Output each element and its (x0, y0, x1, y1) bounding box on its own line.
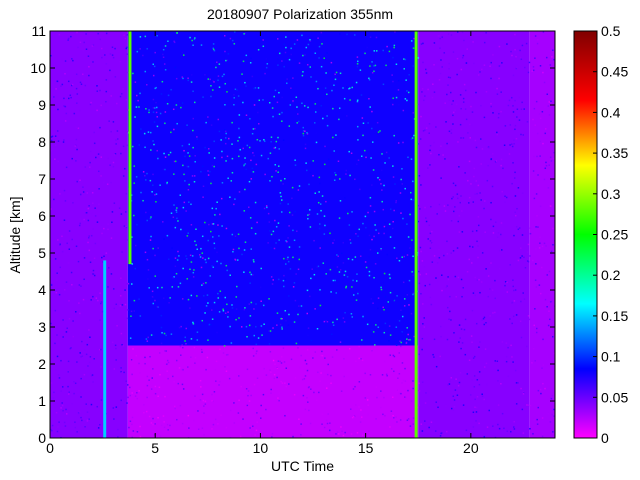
x-tick-label: 20 (463, 440, 479, 456)
colorbar-tick-label: 0.05 (601, 389, 628, 405)
y-tick-label: 8 (38, 134, 46, 150)
y-tick-label: 1 (38, 393, 46, 409)
x-axis-label: UTC Time (271, 458, 334, 474)
y-tick-label: 10 (30, 60, 46, 76)
x-tick-label: 15 (358, 440, 374, 456)
heatmap-region (529, 31, 555, 438)
colorbar-tick-label: 0.1 (601, 349, 621, 365)
colorbar-tick-label: 0 (601, 430, 609, 446)
chart-title: 20180907 Polarization 355nm (206, 6, 394, 22)
x-tick-label: 5 (151, 440, 159, 456)
y-tick-label: 11 (31, 23, 46, 39)
y-tick-label: 6 (38, 208, 46, 224)
heatmap-region (127, 31, 419, 346)
vertical-feature (103, 260, 107, 438)
colorbar-tick-label: 0.15 (601, 308, 628, 324)
heatmap-speckle (50, 31, 555, 438)
y-tick-label: 3 (38, 319, 46, 335)
x-tick-label: 10 (253, 440, 269, 456)
x-axis: 0 5 10 15 20 (46, 31, 479, 456)
heatmap-region (418, 31, 530, 438)
heatmap-region (50, 31, 128, 438)
y-tick-label: 4 (38, 282, 46, 298)
plot-frame (49, 30, 556, 439)
vertical-feature (128, 31, 132, 265)
colorbar-tick-label: 0.35 (601, 145, 628, 161)
colorbar-axis: 0 0.05 0.1 0.15 0.2 0.25 0.3 0.35 0.4 0.45 0.5 (593, 23, 628, 446)
colorbar-tick-label: 0.2 (601, 267, 621, 283)
colorbar-tick-label: 0.4 (601, 104, 621, 120)
y-tick-label: 5 (38, 245, 46, 261)
heatmap-area (50, 31, 555, 438)
colorbar-tick-label: 0.45 (601, 64, 628, 80)
y-tick-label: 2 (38, 356, 46, 372)
vertical-feature (414, 31, 418, 438)
x-tick-label: 0 (46, 440, 54, 456)
colorbar-tick-label: 0.5 (601, 23, 621, 39)
y-tick-label: 9 (38, 97, 46, 113)
y-tick-label: 0 (38, 430, 46, 446)
y-axis: 0 1 2 3 4 5 6 7 8 9 10 11 (30, 23, 555, 446)
colorbar-tick-label: 0.25 (601, 227, 628, 243)
colorbar-tick-label: 0.3 (601, 186, 621, 202)
y-tick-label: 7 (38, 171, 46, 187)
heatmap-region (127, 345, 419, 438)
